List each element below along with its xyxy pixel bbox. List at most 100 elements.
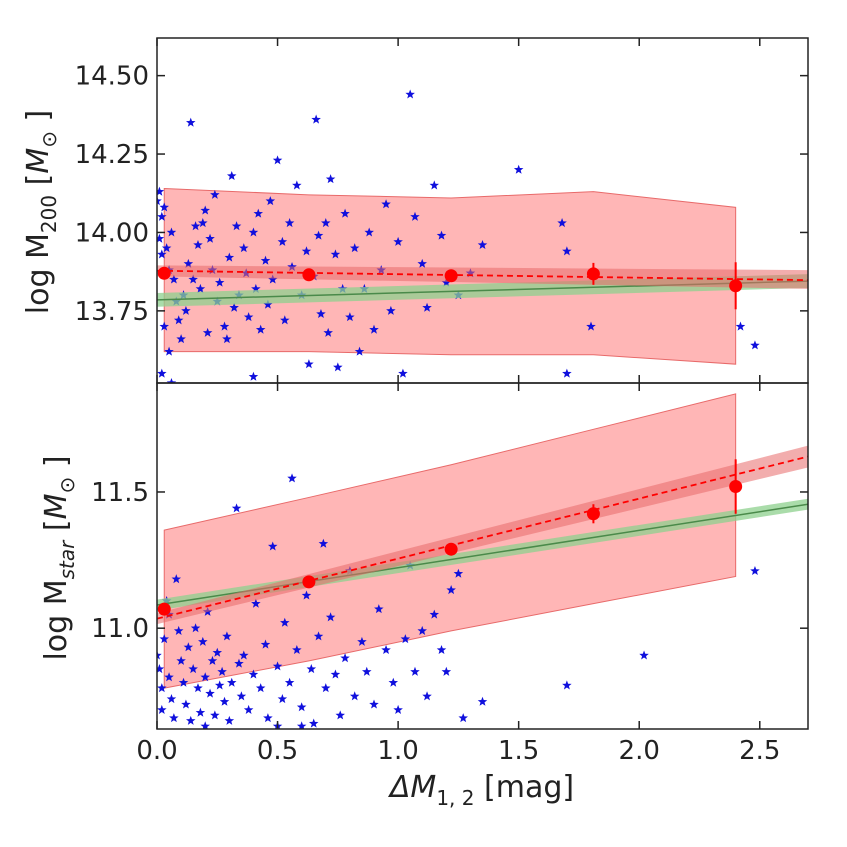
top-scatter-star — [265, 196, 276, 206]
bottom-bin-point — [157, 602, 171, 616]
bottom-scatter-star — [200, 721, 210, 729]
bottom-scatter-star — [205, 688, 215, 698]
bottom-ylabel-unit-open: [ — [39, 519, 74, 540]
bottom-scatter-star — [188, 664, 198, 674]
top-scatter-star — [304, 359, 314, 369]
bottom-scatter-star — [255, 683, 266, 693]
top-scatter-star — [157, 233, 165, 243]
top-scatter-star — [239, 243, 249, 253]
bottom-scatter-star — [296, 721, 307, 729]
top-scatter-star — [311, 114, 321, 124]
top-scatter-star — [157, 211, 167, 221]
top-scatter-star — [422, 302, 432, 312]
bottom-scatter-star — [287, 473, 297, 483]
bottom-ylabel-unit-var: M — [39, 493, 74, 519]
bottom-scatter-star — [217, 666, 227, 676]
top-scatter-star — [251, 283, 261, 293]
panel-bottom: 11.0 11.5 0.0 0.5 1.0 1.5 2.0 2.5 log Mstar [M… — [39, 382, 809, 810]
top-scatter-star — [325, 174, 336, 184]
top-y-tick-label: 14.25 — [75, 140, 149, 170]
bottom-scatter-star — [176, 655, 186, 665]
top-bin-point — [586, 267, 600, 281]
x-tick-label: 2.0 — [619, 736, 660, 766]
bottom-scatter-star — [267, 541, 278, 551]
bottom-plot-area — [157, 393, 808, 729]
bottom-scatter-star — [477, 696, 488, 706]
bottom-axes-frame — [156, 382, 809, 730]
top-scatter-star — [229, 302, 239, 312]
top-scatter-star — [263, 299, 273, 309]
bottom-scatter-star — [393, 704, 403, 714]
bottom-scatter-star — [313, 631, 324, 641]
bottom-scatter-star — [308, 718, 319, 728]
bottom-scatter-star — [306, 664, 317, 674]
top-scatter-star — [364, 227, 374, 237]
top-scatter-star — [272, 155, 283, 165]
top-scatter-star — [477, 240, 488, 250]
top-scatter-star — [202, 327, 213, 337]
bottom-scatter-star — [272, 661, 283, 671]
top-scatter-star — [226, 171, 237, 181]
top-y-tick-label: 14.00 — [75, 218, 149, 248]
bottom-scatter-star — [340, 653, 350, 663]
top-scatter-star — [243, 312, 254, 322]
bottom-scatter-star — [321, 683, 331, 693]
top-scatter-star — [562, 368, 572, 378]
top-scatter-star — [159, 202, 169, 212]
bottom-ylabel-sub: star — [55, 539, 79, 580]
top-scatter-star — [381, 199, 391, 209]
bottom-scatter-star — [260, 639, 271, 649]
top-scatter-star — [214, 277, 225, 287]
bottom-scatter-star — [236, 691, 247, 701]
x-tick-label: 2.5 — [739, 736, 780, 766]
top-scatter-star — [157, 249, 167, 259]
bottom-scatter-star — [388, 677, 399, 687]
top-scatter-star — [157, 368, 167, 378]
x-tick-label: 0.0 — [136, 736, 177, 766]
top-scatter-star — [750, 340, 760, 350]
bottom-scatter-star — [157, 650, 162, 660]
x-tick-label: 1.0 — [377, 736, 418, 766]
bottom-scatter-star — [198, 636, 208, 646]
top-scatter-star — [330, 249, 341, 259]
top-scatter-star — [313, 230, 324, 240]
top-scatter-star — [345, 312, 355, 322]
bottom-scatter-star — [173, 625, 184, 635]
bottom-scatter-star — [381, 644, 391, 655]
bottom-scatter-star — [243, 704, 254, 714]
bottom-scatter-star — [224, 715, 235, 725]
top-scatter-star — [410, 211, 420, 221]
bottom-bin-point — [729, 480, 743, 494]
bottom-scatter-star — [214, 680, 225, 690]
x-tick-label: 1.5 — [498, 736, 539, 766]
top-scatter-star — [224, 252, 235, 262]
bottom-y-axis-label: log Mstar [M⊙ ] — [39, 455, 79, 660]
top-scatter-star — [190, 221, 201, 231]
bottom-scatter-star — [362, 666, 372, 676]
bottom-scatter-star — [181, 699, 191, 709]
bottom-scatter-star — [417, 625, 427, 635]
top-scatter-star — [417, 258, 427, 268]
bottom-scatter-star — [296, 702, 307, 712]
top-scatter-star — [405, 89, 415, 99]
top-scatter-star — [340, 208, 350, 218]
top-bin-point — [444, 269, 458, 283]
top-scatter-star — [321, 218, 331, 228]
top-scatter-star — [166, 227, 177, 237]
bottom-scatter-star — [248, 669, 259, 679]
top-scatter-star — [323, 327, 333, 337]
top-scatter-star — [173, 315, 184, 325]
top-ylabel-unit-close: ] — [21, 110, 56, 131]
bottom-scatter-star — [458, 713, 468, 723]
bottom-scatter-star — [200, 672, 210, 682]
top-scatter-star — [181, 305, 191, 315]
bottom-scatter-star — [164, 672, 174, 682]
top-scatter-star — [219, 321, 230, 331]
bottom-scatter-star — [169, 713, 179, 723]
top-scatter-star — [255, 324, 266, 334]
x-tick-label: 0.5 — [257, 736, 298, 766]
bottom-scatter-star — [562, 680, 572, 690]
top-scatter-star — [169, 274, 179, 284]
top-y-ticks: 13.75 14.00 14.25 14.50 — [75, 62, 808, 327]
